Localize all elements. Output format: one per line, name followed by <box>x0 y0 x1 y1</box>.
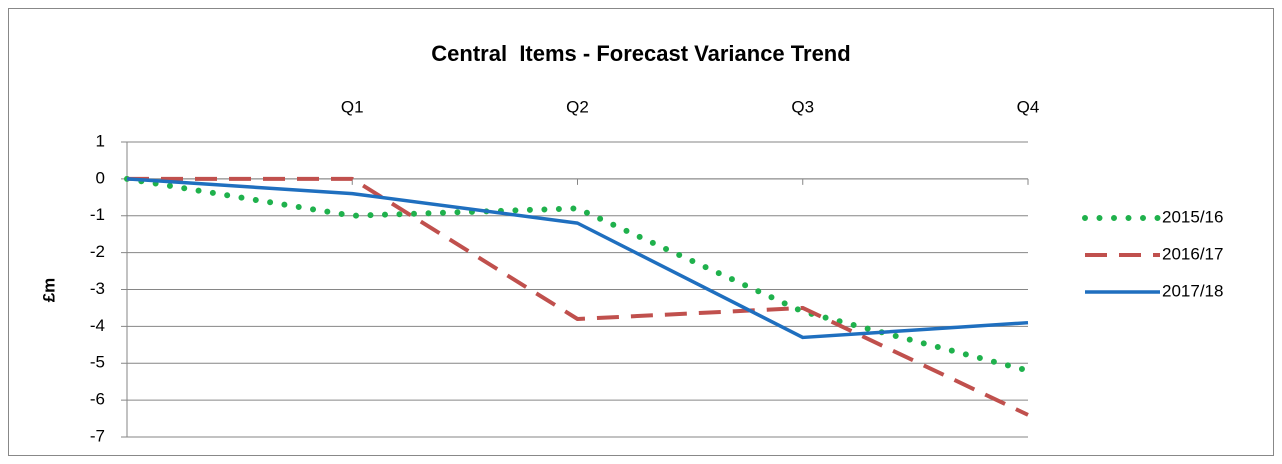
y-tick-label: -6 <box>90 390 105 409</box>
x-tick-label: Q4 <box>1017 97 1040 116</box>
series-line <box>127 176 1029 417</box>
x-tick-label: Q1 <box>341 97 364 116</box>
x-tick-label: Q3 <box>791 97 814 116</box>
y-tick-label: -4 <box>90 316 105 335</box>
y-axis-label: £m <box>39 278 58 303</box>
y-tick-label: -3 <box>90 279 105 298</box>
legend-label: 2017/18 <box>1162 281 1223 300</box>
series-line <box>126 177 1029 340</box>
legend-label: 2015/16 <box>1162 207 1223 226</box>
y-tick-label: 0 <box>96 168 105 187</box>
chart-border <box>8 8 1274 456</box>
y-tick-label: -1 <box>90 205 105 224</box>
y-tick-label: -2 <box>90 242 105 261</box>
x-tick-label: Q2 <box>566 97 589 116</box>
y-tick-label: 1 <box>96 131 105 150</box>
y-tick-label: -7 <box>90 426 105 445</box>
y-tick-label: -5 <box>90 353 105 372</box>
legend-label: 2016/17 <box>1162 244 1223 263</box>
chart-title: Central Items - Forecast Variance Trend <box>431 41 850 66</box>
